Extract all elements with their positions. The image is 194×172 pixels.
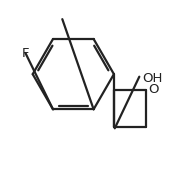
Text: O: O [148, 83, 159, 96]
Text: OH: OH [142, 72, 162, 85]
Text: F: F [22, 46, 29, 60]
